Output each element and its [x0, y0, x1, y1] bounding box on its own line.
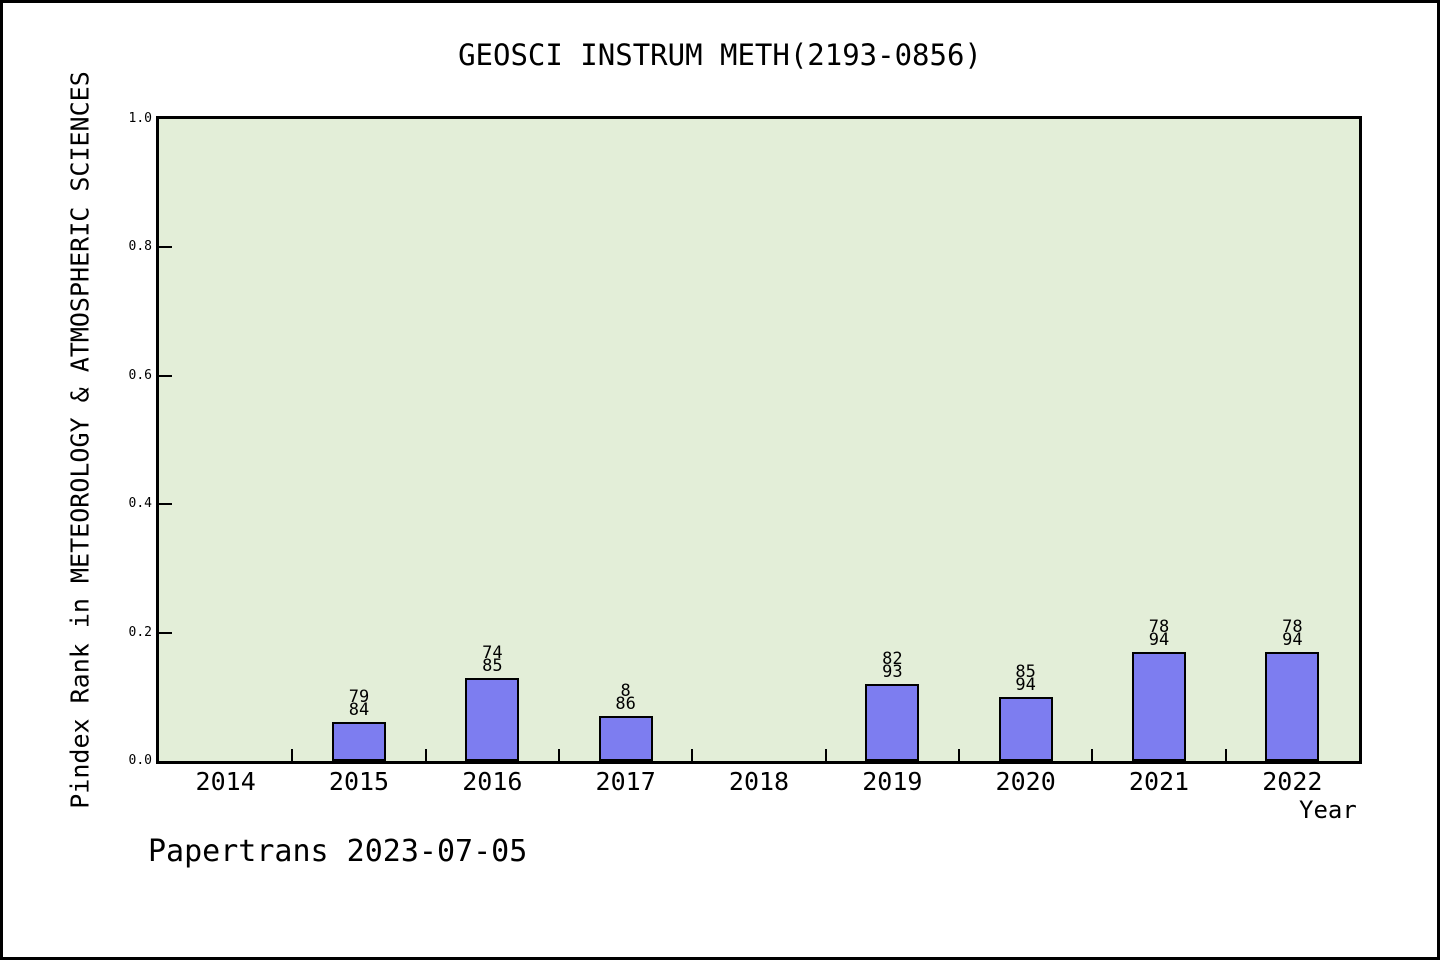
x-axis-tick-label: 2021: [1128, 767, 1190, 796]
x-axis-tick-label: 2015: [328, 767, 390, 796]
x-axis-tick-label: 2022: [1262, 767, 1323, 796]
y-axis-tick-mark: [159, 631, 172, 634]
chart-title: GEOSCI INSTRUM METH(2193-0856): [458, 38, 982, 72]
bar-2020: [998, 697, 1053, 761]
y-axis-tick-label: 1.0: [128, 111, 152, 126]
x-axis-tick-label: 2016: [462, 767, 523, 796]
x-axis-tick-mark: [958, 749, 960, 761]
x-axis-tick-mark: [691, 749, 694, 761]
y-axis-label: Pindex Rank in METEOROLOGY & ATMOSPHERIC…: [65, 71, 95, 809]
bar-2016: [465, 678, 520, 761]
y-axis-tick-label: 0.4: [128, 496, 152, 512]
y-axis-tick-mark: [159, 246, 172, 249]
y-axis-tick-label: 0.8: [128, 239, 152, 255]
bar-value-label-2019: 82 93: [882, 649, 903, 682]
bar-value-label-2020: 85 94: [1015, 662, 1036, 695]
watermark-text: Papertrans 2023-07-05: [148, 834, 528, 869]
x-axis-tick-mark: [1091, 749, 1094, 761]
y-axis-tick-label: 0.2: [128, 624, 152, 640]
x-axis-tick-mark: [424, 749, 427, 761]
y-axis-tick-label: 0.0: [128, 753, 152, 768]
x-axis-tick-label: 2020: [995, 767, 1056, 796]
x-axis-tick-label: 2019: [862, 767, 923, 796]
x-axis-tick-mark: [1224, 749, 1227, 761]
plot-area: 79 84 74 85 8 86 82 93 85 94 78 94 78 94: [156, 116, 1362, 764]
x-axis-tick-mark: [291, 749, 294, 761]
bar-2015: [332, 722, 386, 761]
bar-2021: [1132, 652, 1186, 761]
x-axis-tick-label: 2017: [595, 767, 656, 796]
y-axis-tick-label: 0.6: [128, 367, 152, 383]
bar-value-label-2021: 78 94: [1148, 617, 1170, 650]
y-axis-tick-mark: [159, 374, 172, 377]
x-axis-tick-label: 2018: [728, 767, 790, 796]
bar-value-label-2022: 78 94: [1282, 617, 1303, 650]
bar-2017: [598, 716, 653, 761]
y-axis-tick-mark: [159, 503, 172, 506]
bar-2019: [865, 684, 920, 761]
bar-value-label-2015: 79 84: [348, 687, 370, 720]
bar-value-label-2017: 8 86: [615, 681, 636, 714]
x-axis-label: Year: [1299, 796, 1357, 824]
x-axis-tick-mark: [824, 749, 827, 761]
bar-2022: [1265, 652, 1320, 761]
x-axis-tick-label: 2014: [195, 767, 256, 796]
x-axis-tick-mark: [558, 749, 560, 761]
bar-value-label-2016: 74 85: [482, 643, 503, 676]
